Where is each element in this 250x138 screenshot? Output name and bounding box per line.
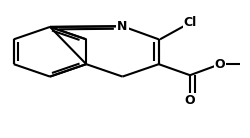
Text: O: O: [185, 94, 195, 107]
Text: O: O: [215, 58, 225, 71]
Text: N: N: [117, 20, 128, 33]
Text: Cl: Cl: [184, 16, 196, 29]
